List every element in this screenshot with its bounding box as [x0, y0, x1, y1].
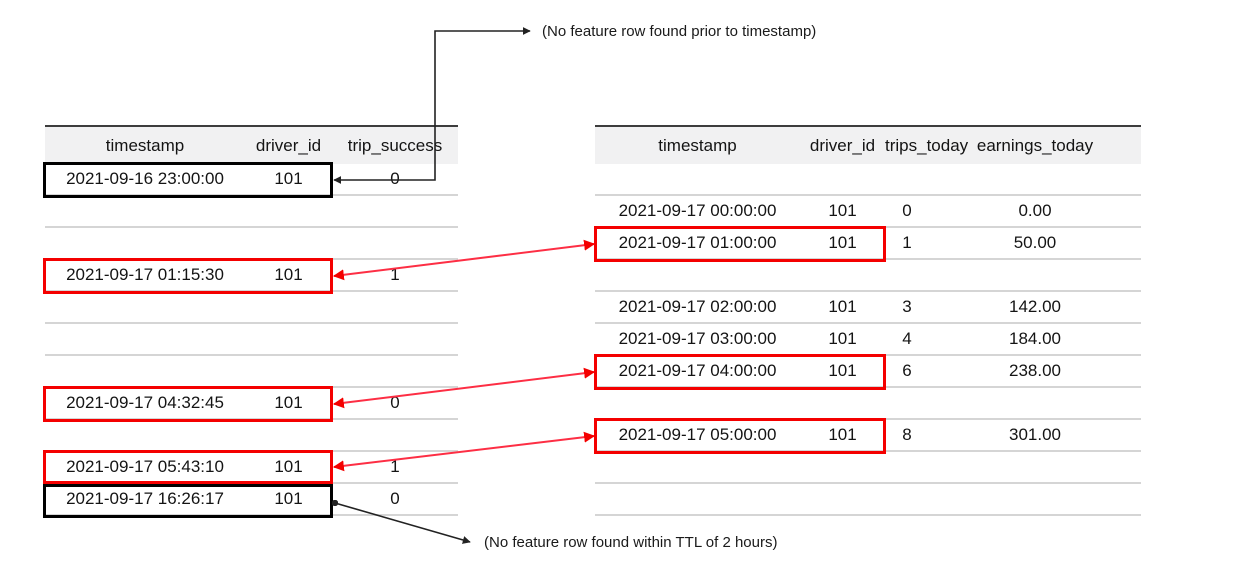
- table-row: [595, 164, 1141, 196]
- cell-trip-success: 1: [390, 457, 400, 476]
- cell-timestamp: 2021-09-17 00:00:00: [618, 201, 777, 220]
- cell-trips-today: 4: [902, 329, 912, 348]
- event-table: timestamp driver_id trip_success 2021-09…: [45, 125, 458, 516]
- table-row: [595, 388, 1141, 420]
- cell-driver-id: 101: [828, 297, 857, 316]
- table-row: 2021-09-17 05:00:00 101 8 301.00: [595, 420, 1141, 452]
- cell-trip-success: 0: [390, 169, 400, 188]
- cell-trip-success: 0: [390, 489, 400, 508]
- column-header-driver-id: driver_id: [255, 136, 322, 155]
- table-row: [595, 484, 1141, 516]
- cell-driver-id: 101: [274, 169, 303, 188]
- cell-timestamp: 2021-09-17 16:26:17: [66, 489, 224, 508]
- column-header-timestamp: timestamp: [658, 136, 737, 155]
- cell-trip-success: 1: [390, 265, 400, 284]
- column-header-driver-id: driver_id: [809, 136, 876, 155]
- event-table-header: timestamp driver_id trip_success: [45, 125, 458, 164]
- cell-driver-id: 101: [828, 361, 857, 380]
- table-row: [45, 292, 458, 324]
- column-header-earnings-today: earnings_today: [976, 136, 1094, 155]
- table-row: 2021-09-17 01:00:00 101 1 50.00: [595, 228, 1141, 260]
- cell-timestamp: 2021-09-17 05:00:00: [618, 425, 777, 444]
- cell-earnings-today: 142.00: [1009, 297, 1061, 316]
- annotation-no-feature-ttl: (No feature row found within TTL of 2 ho…: [484, 534, 778, 551]
- cell-earnings-today: 301.00: [1009, 425, 1061, 444]
- table-row: [45, 228, 458, 260]
- cell-trips-today: 6: [902, 361, 912, 380]
- cell-earnings-today: 238.00: [1009, 361, 1061, 380]
- cell-timestamp: 2021-09-17 03:00:00: [618, 329, 777, 348]
- cell-driver-id: 101: [274, 489, 303, 508]
- column-header-trips-today: trips_today: [885, 136, 969, 155]
- table-row: [45, 420, 458, 452]
- feature-table-header: timestamp driver_id trips_today earnings…: [595, 125, 1141, 164]
- table-row: [45, 356, 458, 388]
- cell-timestamp: 2021-09-17 02:00:00: [618, 297, 777, 316]
- cell-timestamp: 2021-09-17 05:43:10: [66, 457, 224, 476]
- annotation-no-feature-prior: (No feature row found prior to timestamp…: [542, 23, 817, 40]
- table-row: 2021-09-17 04:32:45 101 0: [45, 388, 458, 420]
- cell-driver-id: 101: [274, 265, 303, 284]
- cell-driver-id: 101: [828, 233, 857, 252]
- column-header-timestamp: timestamp: [105, 136, 185, 155]
- table-row: [595, 260, 1141, 292]
- cell-driver-id: 101: [828, 201, 857, 220]
- cell-earnings-today: 184.00: [1009, 329, 1061, 348]
- cell-driver-id: 101: [828, 425, 857, 444]
- cell-timestamp: 2021-09-17 01:00:00: [618, 233, 777, 252]
- table-row: [595, 452, 1141, 484]
- cell-driver-id: 101: [274, 393, 303, 412]
- table-row: [45, 324, 458, 356]
- cell-earnings-today: 50.00: [1013, 233, 1057, 252]
- cell-trips-today: 3: [902, 297, 912, 316]
- column-header-trip-success: trip_success: [347, 136, 443, 155]
- cell-driver-id: 101: [274, 457, 303, 476]
- table-row: [45, 196, 458, 228]
- cell-earnings-today: 0.00: [1018, 201, 1052, 220]
- feature-table: timestamp driver_id trips_today earnings…: [595, 125, 1141, 516]
- table-row: 2021-09-17 05:43:10 101 1: [45, 452, 458, 484]
- table-row: 2021-09-17 16:26:17 101 0: [45, 484, 458, 516]
- table-row: 2021-09-17 02:00:00 101 3 142.00: [595, 292, 1141, 324]
- cell-trips-today: 1: [902, 233, 912, 252]
- table-row: 2021-09-17 01:15:30 101 1: [45, 260, 458, 292]
- table-row: 2021-09-17 04:00:00 101 6 238.00: [595, 356, 1141, 388]
- cell-trip-success: 0: [390, 393, 400, 412]
- cell-trips-today: 0: [902, 201, 912, 220]
- cell-timestamp: 2021-09-16 23:00:00: [66, 169, 224, 188]
- cell-trips-today: 8: [902, 425, 912, 444]
- cell-timestamp: 2021-09-17 04:00:00: [618, 361, 777, 380]
- table-row: 2021-09-16 23:00:00 101 0: [45, 164, 458, 196]
- table-row: 2021-09-17 03:00:00 101 4 184.00: [595, 324, 1141, 356]
- cell-timestamp: 2021-09-17 01:15:30: [66, 265, 224, 284]
- cell-timestamp: 2021-09-17 04:32:45: [66, 393, 224, 412]
- table-row: 2021-09-17 00:00:00 101 0 0.00: [595, 196, 1141, 228]
- cell-driver-id: 101: [828, 329, 857, 348]
